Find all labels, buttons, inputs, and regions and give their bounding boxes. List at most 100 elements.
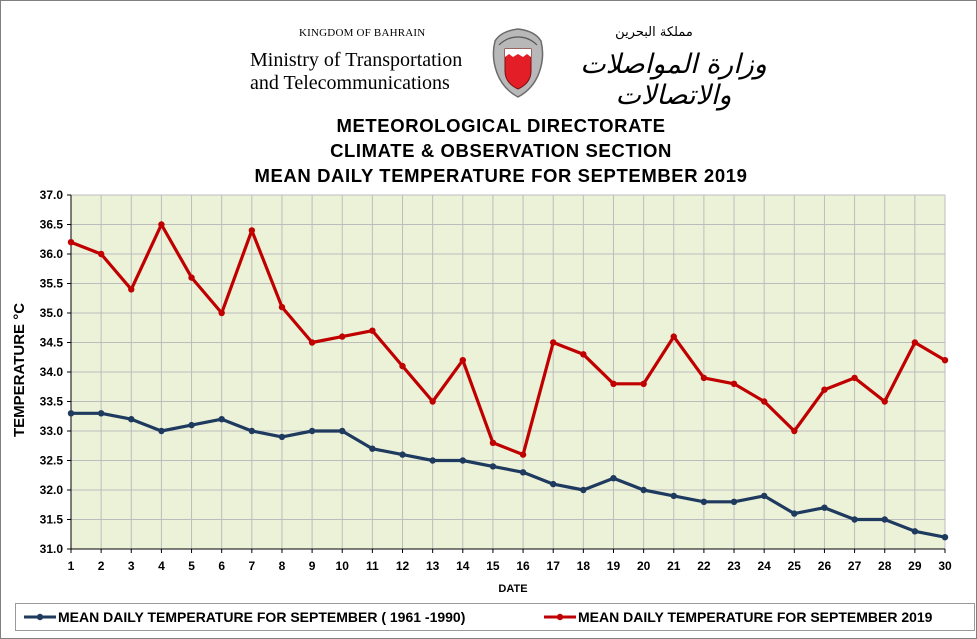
legend-item-1961-1990: MEAN DAILY TEMPERATURE FOR SEPTEMBER ( 1… — [22, 604, 465, 630]
data-point — [459, 457, 466, 464]
data-point — [128, 286, 135, 293]
x-tick-label: 25 — [788, 559, 802, 573]
data-point — [308, 427, 316, 435]
legend-label-1961-1990: MEAN DAILY TEMPERATURE FOR SEPTEMBER ( 1… — [58, 609, 466, 625]
data-point — [580, 486, 587, 494]
data-point — [399, 451, 406, 458]
legend-marker-1961-1990 — [24, 613, 56, 621]
x-tick-label: 23 — [727, 559, 741, 573]
data-point — [339, 427, 346, 435]
data-point — [218, 309, 225, 317]
x-axis-label: DATE — [498, 583, 527, 595]
data-point — [640, 486, 647, 494]
x-tick-label: 24 — [757, 559, 771, 573]
data-point — [670, 333, 677, 340]
chart-title-line-1: METEOROLOGICAL DIRECTORATE — [336, 115, 666, 136]
x-tick-label: 13 — [426, 559, 440, 573]
data-point — [399, 362, 406, 370]
x-tick-label: 30 — [938, 559, 952, 573]
y-tick-label: 37.0 — [40, 188, 64, 202]
bahrain-emblem-icon — [492, 28, 544, 98]
ministry-name: Ministry of Transportation and Telecommu… — [250, 49, 462, 95]
data-point — [700, 498, 708, 505]
data-point — [821, 504, 828, 511]
y-tick-label: 34.0 — [40, 365, 64, 379]
y-tick-label: 34.5 — [40, 336, 64, 350]
data-point — [760, 398, 768, 405]
x-tick-label: 19 — [607, 559, 621, 573]
data-point — [760, 492, 768, 500]
y-axis-label: TEMPERATURE °C — [11, 303, 28, 437]
data-point — [128, 416, 135, 423]
data-point — [791, 427, 798, 435]
data-point — [941, 534, 949, 541]
data-point — [851, 374, 858, 382]
ministry-line-1: Ministry of Transportation — [250, 49, 463, 71]
y-tick-label: 35.0 — [40, 306, 64, 320]
x-tick-label: 29 — [908, 559, 922, 573]
data-point — [97, 250, 105, 258]
data-point — [278, 303, 286, 311]
chart-title: METEOROLOGICAL DIRECTORATE CLIMATE & OBS… — [201, 113, 801, 188]
data-point — [489, 439, 497, 446]
data-point — [700, 374, 708, 382]
data-point — [339, 333, 346, 340]
data-point — [730, 498, 738, 505]
y-tick-label: 31.5 — [40, 513, 64, 527]
ministry-line-2: and Telecommunications — [250, 72, 450, 94]
y-tick-label: 32.0 — [40, 483, 64, 497]
chart-title-line-2: CLIMATE & OBSERVATION SECTION — [330, 140, 672, 161]
data-point — [489, 463, 497, 470]
legend-dot — [36, 613, 44, 621]
data-point — [429, 398, 436, 405]
data-point — [519, 469, 527, 476]
data-point — [610, 475, 617, 482]
data-point — [580, 351, 587, 358]
x-tick-label: 28 — [878, 559, 892, 573]
data-point — [67, 410, 75, 417]
series-line-0 — [71, 411, 946, 539]
x-tick-label: 14 — [456, 559, 470, 573]
data-point — [941, 357, 949, 364]
data-point — [308, 339, 316, 346]
legend-label-2019: MEAN DAILY TEMPERATURE FOR SEPTEMBER 201… — [578, 609, 933, 625]
data-point — [610, 380, 617, 387]
data-point — [821, 386, 828, 393]
y-tick-label: 35.5 — [40, 277, 64, 291]
data-point — [369, 445, 376, 452]
y-tick-label: 36.5 — [40, 218, 64, 232]
data-point — [158, 221, 165, 228]
x-tick-label: 18 — [577, 559, 591, 573]
data-point — [550, 339, 557, 346]
x-tick-label: 10 — [336, 559, 350, 573]
y-tick-label: 36.0 — [40, 247, 64, 261]
data-point — [911, 528, 919, 535]
data-point — [67, 239, 75, 246]
x-tick-label: 4 — [158, 559, 165, 573]
x-tick-label: 20 — [637, 559, 651, 573]
data-point — [730, 380, 738, 387]
data-point — [791, 510, 798, 517]
x-tick-label: 12 — [396, 559, 410, 573]
data-point — [881, 398, 888, 405]
y-tick-label: 32.5 — [40, 454, 64, 468]
x-tick-label: 7 — [248, 559, 255, 573]
kingdom-label: KINGDOM OF BAHRAIN — [299, 27, 426, 39]
y-tick-label: 33.0 — [40, 424, 64, 438]
x-tick-label: 2 — [98, 559, 105, 573]
x-tick-label: 27 — [848, 559, 862, 573]
data-point — [188, 274, 195, 281]
data-point — [911, 339, 919, 346]
x-tick-label: 8 — [279, 559, 286, 573]
data-point — [429, 457, 436, 464]
data-point — [851, 516, 858, 523]
chart-title-line-3: MEAN DAILY TEMPERATURE FOR SEPTEMBER 201… — [254, 165, 748, 186]
data-point — [640, 380, 647, 387]
x-tick-label: 6 — [218, 559, 225, 573]
x-tick-label: 15 — [486, 559, 500, 573]
arabic-kingdom-label: مملكة البحرين — [615, 25, 693, 40]
x-tick-label: 26 — [818, 559, 832, 573]
data-point — [881, 516, 888, 523]
legend-item-2019: MEAN DAILY TEMPERATURE FOR SEPTEMBER 201… — [542, 604, 932, 630]
data-point — [519, 451, 527, 458]
